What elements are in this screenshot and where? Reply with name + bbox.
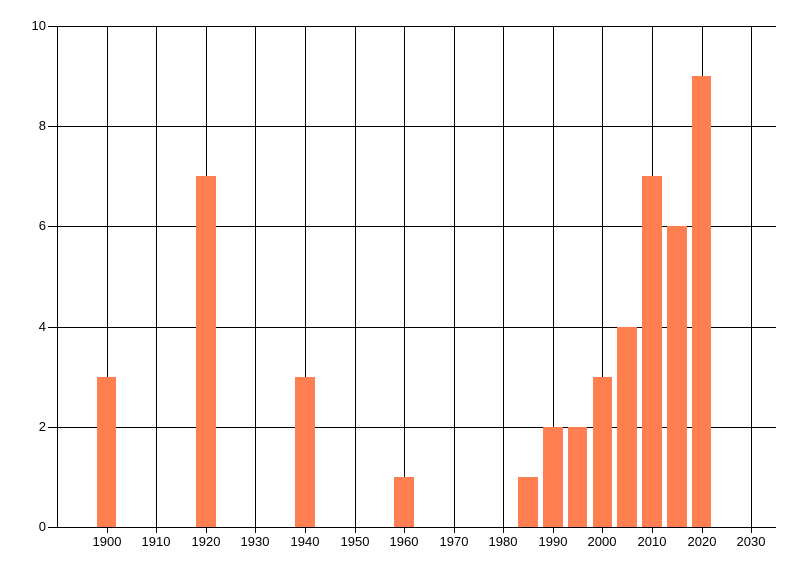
bar-1920 [195,176,216,527]
x-tick-label: 2020 [687,534,717,549]
y-tick [48,327,57,328]
y-tick [48,126,57,127]
bar-1940 [295,376,315,527]
x-tick [454,528,455,533]
v-gridline [454,26,455,527]
x-tick [404,528,405,533]
v-gridline [107,26,108,527]
v-gridline [355,26,356,527]
x-tick [751,528,752,533]
y-tick-label: 0 [38,519,46,534]
h-gridline [57,126,776,127]
v-gridline [156,26,157,527]
v-gridline [255,26,256,527]
bar-2000 [592,376,613,527]
y-tick-label: 10 [31,18,46,33]
x-tick [602,528,603,533]
x-tick-label: 1910 [141,534,171,549]
y-tick-label: 2 [38,419,46,434]
x-tick [206,528,207,533]
x-tick [107,528,108,533]
bar-2005 [617,326,638,527]
x-tick [553,528,554,533]
h-gridline [57,226,776,227]
x-tick-label: 1920 [191,534,221,549]
y-tick [48,26,57,27]
v-gridline [305,26,306,527]
bar-2010 [642,176,662,527]
x-tick [503,528,504,533]
v-gridline [503,26,504,527]
x-tick [156,528,157,533]
y-axis-line [57,26,58,528]
bar-2020 [691,76,712,527]
x-tick-label: 1950 [340,534,370,549]
x-tick-label: 1940 [290,534,320,549]
x-tick-label: 2000 [587,534,617,549]
h-gridline [57,26,776,27]
y-tick-label: 4 [38,319,46,334]
bar-1995 [567,426,588,527]
x-tick [355,528,356,533]
x-tick-label: 2010 [637,534,667,549]
v-gridline [553,26,554,527]
bar-1985 [518,476,538,527]
x-tick-label: 1900 [92,534,122,549]
y-tick-label: 8 [38,118,46,133]
x-axis-line [57,527,776,528]
y-tick [48,527,57,528]
y-tick [48,427,57,428]
h-gridline [57,427,776,428]
bar-1900 [96,376,117,527]
y-tick [48,226,57,227]
x-tick-label: 1930 [240,534,270,549]
v-gridline [404,26,405,527]
v-gridline [602,26,603,527]
x-tick [255,528,256,533]
x-tick [652,528,653,533]
x-tick-label: 1980 [488,534,518,549]
h-gridline [57,327,776,328]
y-tick-label: 6 [38,218,46,233]
x-tick [305,528,306,533]
x-tick-label: 1960 [389,534,419,549]
x-tick [702,528,703,533]
x-tick-label: 1970 [439,534,469,549]
x-tick-label: 2030 [736,534,766,549]
bar-2015 [666,226,687,527]
bar-1990 [542,426,563,527]
v-gridline [751,26,752,527]
x-tick-label: 1990 [538,534,568,549]
bar-1960 [394,476,414,527]
